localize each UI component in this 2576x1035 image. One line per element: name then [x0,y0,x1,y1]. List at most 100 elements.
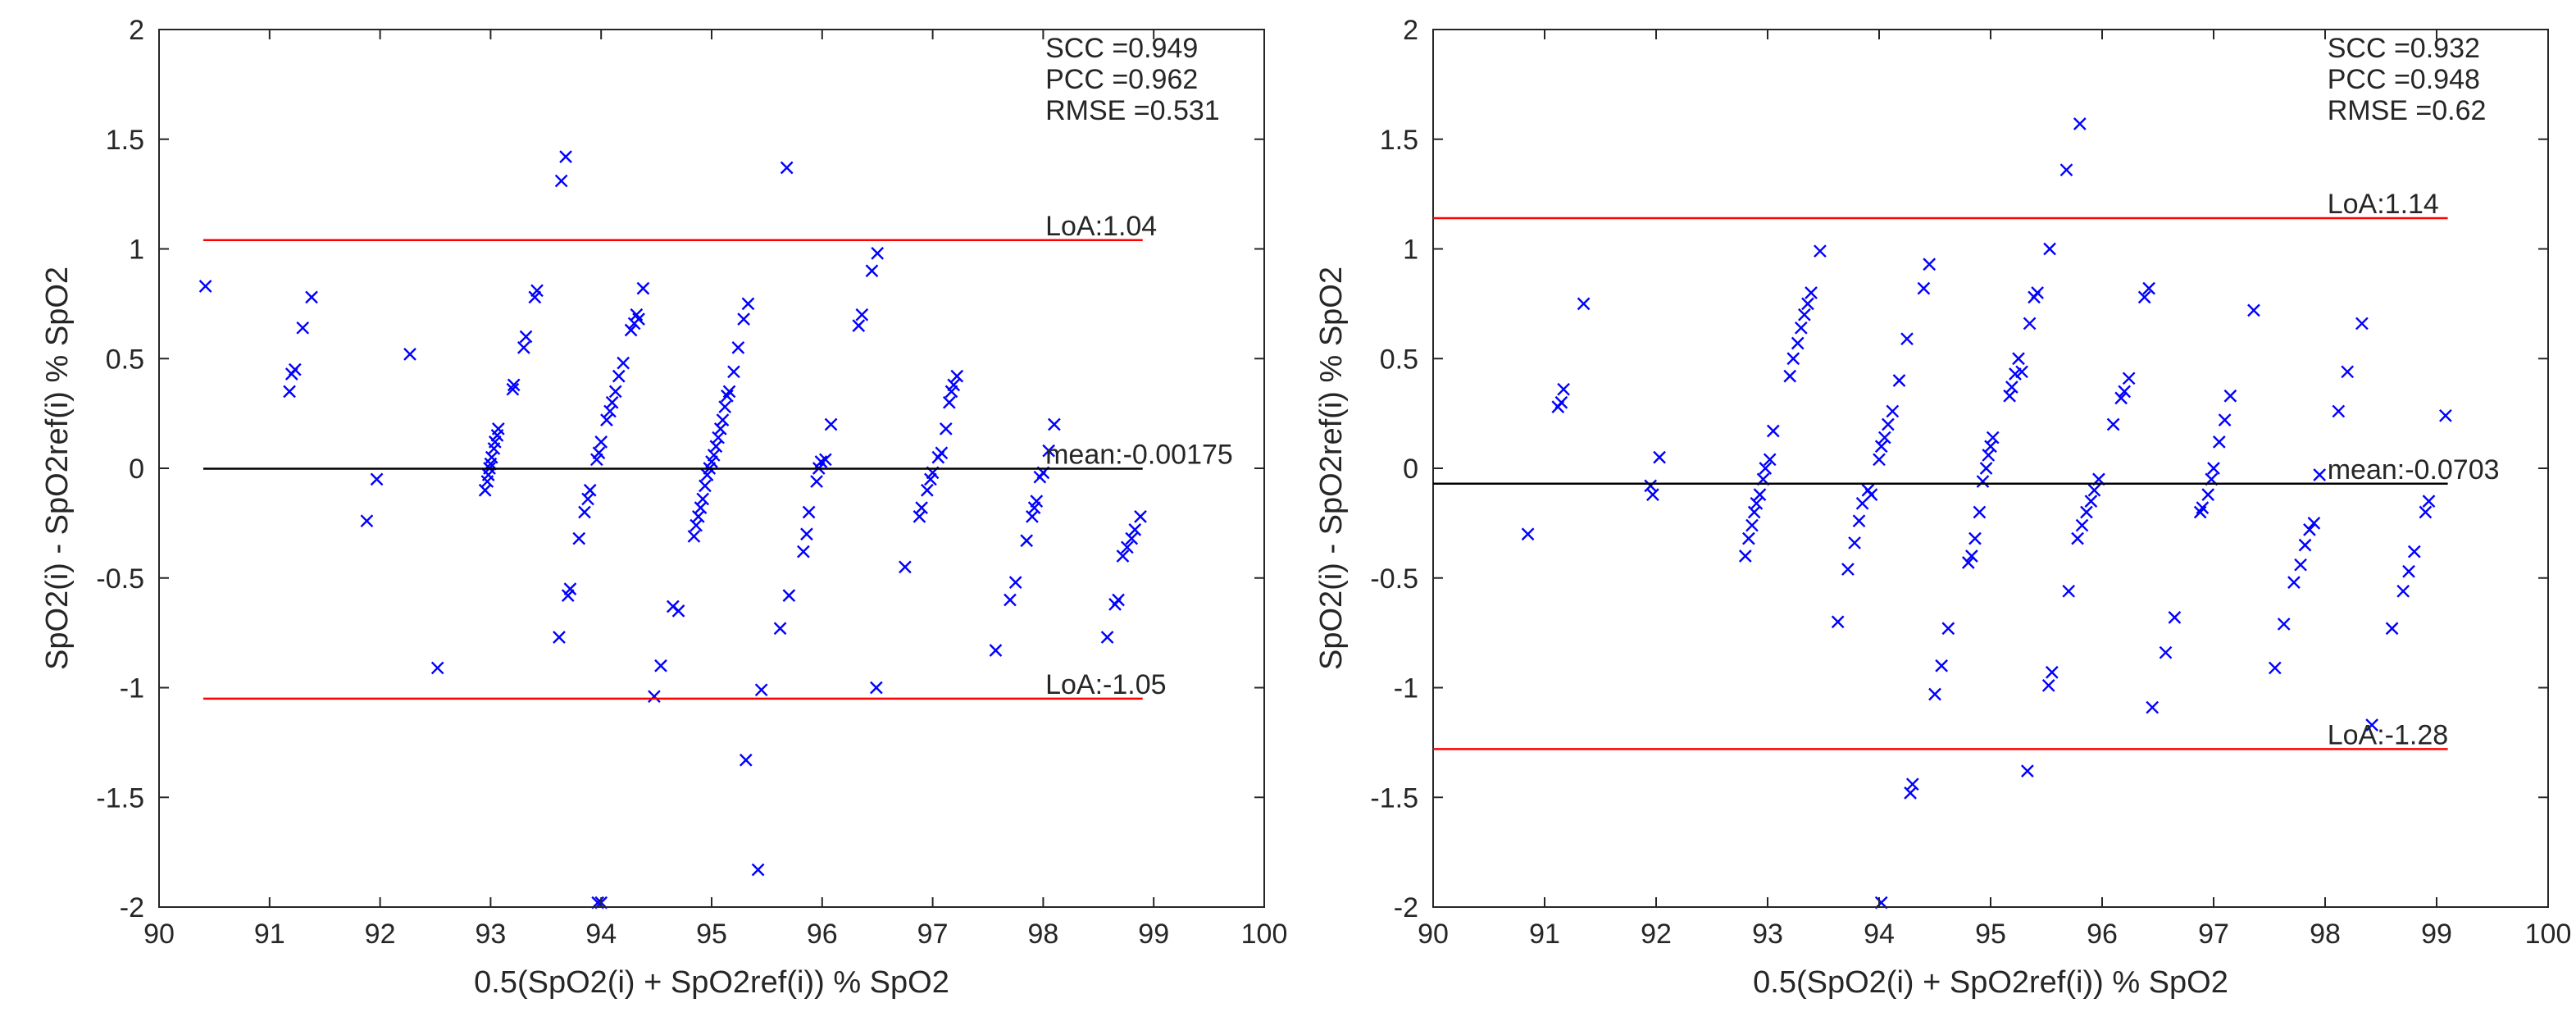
right-data-point [2023,317,2037,331]
left-x-tick-label: 93 [475,919,506,950]
right-data-point [2247,303,2260,317]
left-data-point [1100,631,1114,644]
right-data-point [1873,453,1886,467]
left-plot: 90 91 92 93 94 95 96 97 98 99 100 -2 -1.5 -1 -0.5 0 0.5 1… [40,15,1287,1000]
right-x-tick-label: 91 [1529,919,1560,950]
left-mean-label: mean:-0.00175 [1045,439,1233,470]
left-data-point [780,161,794,175]
left-y-tick-label: 0.5 [106,344,144,375]
right-data-point [1814,244,1827,258]
right-data-point [1745,518,1759,532]
right-x-tick-label: 94 [1864,919,1895,950]
right-data-point [1892,374,1906,387]
left-loa-upper-label: LoA:1.04 [1045,211,1157,242]
right-data-point [1979,462,1993,475]
left-data-point [1026,510,1039,523]
right-loa-lower-label: LoA:-1.28 [2328,719,2448,750]
left-x-tick-label: 96 [807,919,838,950]
right-data-point [2159,645,2173,659]
right-stat-scc: SCC =0.932 [2328,33,2480,64]
left-data-point [810,475,823,488]
left-y-tick-label: 1.5 [106,125,144,156]
right-data-point [2307,517,2321,530]
right-data-point [1923,258,1937,271]
right-data-point [1750,496,1764,510]
right-data-point [1986,431,2000,445]
left-data-point [824,417,838,431]
left-x-tick-label: 91 [254,919,285,950]
right-data-point [1753,488,1767,501]
right-data-point [1935,659,1949,673]
left-data-point [1048,417,1061,431]
left-data-point [1042,444,1055,458]
right-data-point [1794,321,1808,335]
right-y-tick-label: -2 [1394,892,1418,923]
left-data-point [563,582,577,595]
left-data-point [592,446,606,460]
left-stat-rmse: RMSE =0.531 [1045,95,1220,126]
right-y-tick-label: 1 [1403,235,1418,266]
left-loa-lower-label: LoA:-1.05 [1045,669,1166,700]
right-data-point [1982,449,1996,462]
left-data-point [690,518,703,532]
right-data-point [2080,505,2093,519]
left-data-point [506,382,520,396]
left-data-point [691,510,705,523]
left-data-point [605,395,619,409]
left-data-point [360,514,374,528]
right-data-point [2021,764,2034,777]
right-data-point [2137,290,2151,304]
right-x-tick-label: 100 [2525,919,2572,950]
right-data-point [2313,468,2327,481]
left-data-point [530,284,544,298]
left-data-point [773,622,787,636]
left-data-point [716,413,730,426]
right-data-point [1984,440,1997,454]
right-data-point [2407,545,2421,559]
right-data-point [1557,382,1570,396]
right-scatter-series [1521,117,2452,910]
left-y-axis-label: SpO2(i) - SpO2ref(i) % SpO2 [40,267,75,670]
left-data-point [947,378,961,392]
left-scatter-series [198,150,1147,910]
right-data-point [1521,527,1535,541]
right-data-point [2118,385,2132,399]
right-data-point [1877,431,1891,445]
right-data-point [1905,777,1919,791]
right-data-point [2341,365,2355,379]
left-x-tick-label: 100 [1241,919,1288,950]
left-data-point [288,362,302,376]
right-x-tick-label: 99 [2421,919,2452,950]
left-data-point [751,863,765,877]
right-loa-upper-label: LoA:1.14 [2328,189,2439,220]
right-data-point [1766,424,1780,438]
left-y-tick-label: -2 [120,892,144,923]
right-stat-rmse: RMSE =0.62 [2328,95,2487,126]
right-data-point [2012,352,2025,366]
right-data-point [2196,501,2210,514]
left-data-point [1116,549,1130,563]
right-data-point [2168,611,2182,624]
right-data-point [2212,435,2226,449]
left-data-point [636,281,650,295]
left-data-point [624,323,638,337]
right-y-axis-label: SpO2(i) - SpO2ref(i) % SpO2 [1314,267,1349,670]
left-data-point [935,446,949,460]
left-x-tick-label: 98 [1027,919,1058,950]
left-data-point [699,479,712,493]
right-data-point [2287,576,2301,589]
right-data-point [2043,242,2056,256]
left-data-point [800,527,813,541]
left-data-point [507,378,521,392]
left-data-point [921,483,934,497]
left-data-point [608,385,622,399]
right-data-point [1747,505,1761,519]
left-data-point [572,531,586,545]
left-data-point [517,341,530,354]
right-data-point [2084,495,2098,508]
left-y-tick-label: -1.5 [96,782,144,814]
right-data-point [2419,505,2433,519]
right-data-point [1554,395,1568,409]
left-data-point [696,492,710,506]
